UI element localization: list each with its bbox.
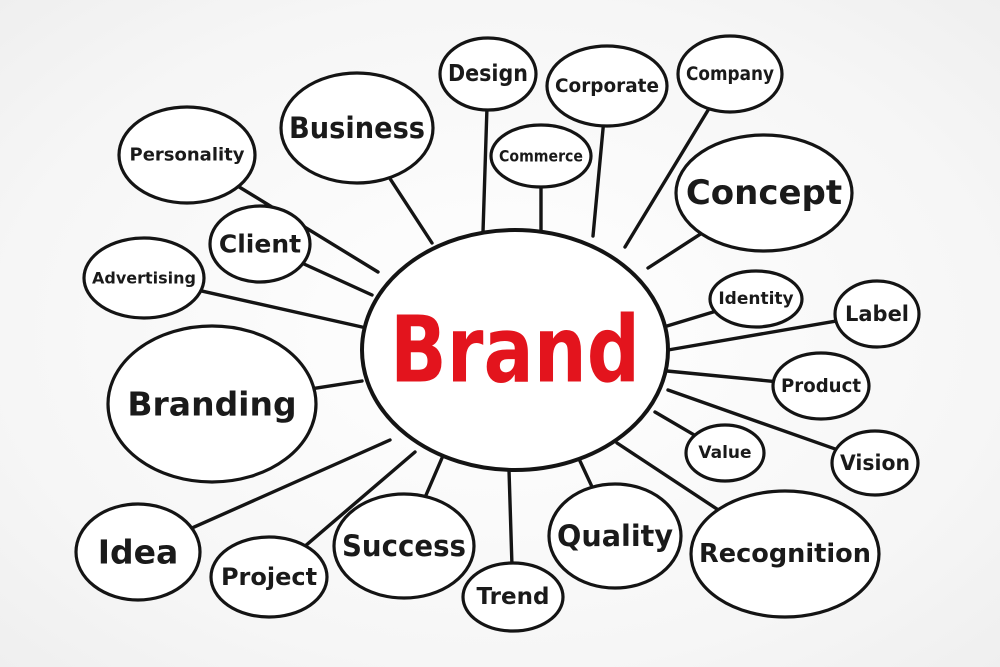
- connector-success: [423, 456, 444, 499]
- node-trend: Trend: [461, 561, 565, 633]
- connector-advertising: [199, 289, 364, 329]
- label-trend: Trend: [477, 584, 550, 610]
- bubble-client: [208, 204, 312, 284]
- bubble-advertising: [82, 236, 206, 320]
- label-personality: Personality: [130, 145, 245, 166]
- bubble-company: [676, 34, 784, 114]
- bubble-identity: [708, 269, 804, 329]
- connector-vision: [666, 388, 838, 451]
- label-identity: Identity: [718, 289, 793, 309]
- bubble-corporate: [545, 44, 669, 128]
- label-value: Value: [698, 443, 751, 463]
- connector-branding: [312, 379, 364, 391]
- topic-bubbles: Design Corporate Company Business Personalit…: [74, 34, 921, 633]
- node-branding: Branding: [106, 324, 318, 484]
- node-corporate: Corporate: [545, 44, 669, 128]
- label-product: Product: [781, 375, 861, 397]
- node-quality: Quality: [547, 482, 683, 590]
- node-recognition: Recognition: [689, 489, 881, 619]
- bubble-product: [771, 351, 871, 421]
- label-design: Design: [448, 61, 528, 87]
- bubble-design: [438, 36, 538, 112]
- node-client: Client: [208, 204, 312, 284]
- label-project: Project: [221, 563, 317, 591]
- label-corporate: Corporate: [555, 75, 659, 97]
- label-company: Company: [686, 63, 775, 85]
- node-advertising: Advertising: [82, 236, 206, 320]
- bubble-quality: [547, 482, 683, 590]
- bubble-project: [209, 535, 329, 619]
- connector-design: [481, 108, 489, 234]
- connector-business: [387, 175, 434, 245]
- label-success: Success: [342, 529, 466, 563]
- bubble-business: [279, 71, 435, 185]
- node-identity: Identity: [708, 269, 804, 329]
- bubble-trend: [461, 561, 565, 633]
- connector-idea: [190, 438, 392, 530]
- label-commerce: Commerce: [499, 147, 583, 166]
- node-design: Design: [438, 36, 538, 112]
- bubble-success: [332, 492, 476, 600]
- connector-product: [665, 369, 776, 384]
- node-value: Value: [684, 423, 766, 483]
- connector-label: [666, 319, 838, 352]
- connector-client: [301, 261, 374, 297]
- label-business: Business: [289, 111, 425, 145]
- center-node: Brand: [360, 228, 670, 472]
- bubble-value: [684, 423, 766, 483]
- node-project: Project: [209, 535, 329, 619]
- connector-quality: [578, 459, 594, 489]
- connector-lines: [190, 106, 838, 565]
- label-label: Label: [845, 302, 909, 326]
- node-personality: Personality: [117, 105, 257, 205]
- bubble-concept: [674, 133, 854, 253]
- node-concept: Concept: [674, 133, 854, 253]
- label-advertising: Advertising: [92, 269, 196, 288]
- bubble-personality: [117, 105, 257, 205]
- bubble-commerce: [489, 123, 593, 189]
- connector-concept: [646, 231, 703, 270]
- bubble-vision: [830, 429, 920, 497]
- label-quality: Quality: [557, 519, 673, 553]
- label-vision: Vision: [840, 451, 910, 475]
- node-idea: Idea: [74, 502, 202, 602]
- bubble-label: [833, 279, 921, 349]
- connector-project: [303, 450, 417, 548]
- node-business: Business: [279, 71, 435, 185]
- connector-value: [653, 410, 697, 437]
- label-recognition: Recognition: [699, 539, 871, 569]
- node-label: Label: [833, 279, 921, 349]
- label-idea: Idea: [98, 533, 179, 572]
- connector-personality: [236, 184, 380, 274]
- bubble-recognition: [689, 489, 881, 619]
- label-branding: Branding: [127, 385, 296, 424]
- node-vision: Vision: [830, 429, 920, 497]
- node-commerce: Commerce: [489, 123, 593, 189]
- node-product: Product: [771, 351, 871, 421]
- label-client: Client: [219, 230, 301, 259]
- label-concept: Concept: [686, 173, 842, 213]
- connector-company: [623, 106, 711, 249]
- bubble-idea: [74, 502, 202, 602]
- connector-recognition: [615, 441, 720, 512]
- connector-corporate: [591, 124, 605, 238]
- node-success: Success: [332, 492, 476, 600]
- connector-trend: [507, 468, 514, 565]
- node-company: Company: [676, 34, 784, 114]
- bubble-branding: [106, 324, 318, 484]
- connector-identity: [665, 309, 717, 328]
- center-bubble: [360, 228, 670, 472]
- center-label: Brand: [390, 297, 640, 404]
